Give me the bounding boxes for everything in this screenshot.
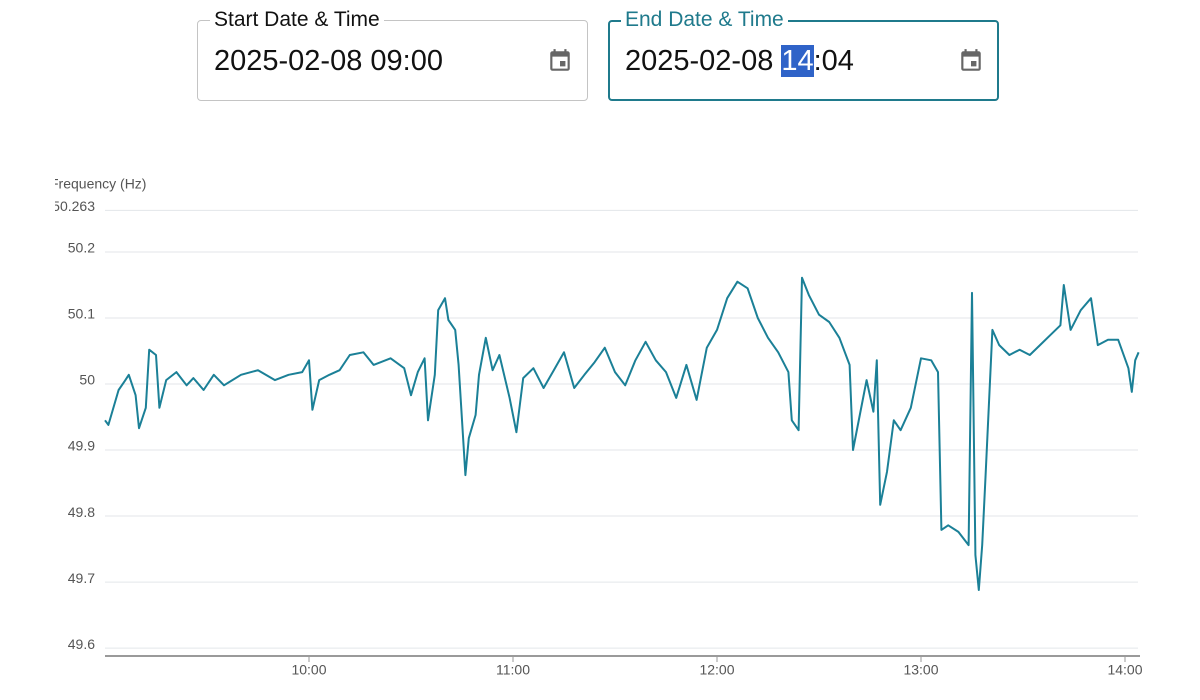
y-tick-label: 49.9 bbox=[68, 438, 95, 454]
y-tick-label: 49.6 bbox=[68, 636, 95, 652]
y-tick-label: 49.8 bbox=[68, 504, 95, 520]
x-tick-label: 12:00 bbox=[699, 662, 734, 678]
y-axis-label: Frequency (Hz) bbox=[50, 176, 146, 192]
y-tick-label: 50.1 bbox=[68, 306, 95, 322]
end-value-part: 2025-02-08 bbox=[625, 45, 774, 77]
end-value-part: 14 bbox=[781, 45, 814, 77]
calendar-icon[interactable] bbox=[547, 47, 573, 75]
start-input[interactable]: Start Date & Time 2025-02-08 09:00 bbox=[197, 9, 588, 101]
x-tick-label: 13:00 bbox=[903, 662, 938, 678]
start-label: Start Date & Time bbox=[210, 9, 384, 31]
x-tick-label: 14:00 bbox=[1107, 662, 1142, 678]
end-value-part: :04 bbox=[813, 45, 854, 77]
y-tick-label: 50.2 bbox=[68, 240, 95, 256]
x-tick-label: 10:00 bbox=[291, 662, 326, 678]
start-value: 2025-02-08 09:00 bbox=[214, 45, 443, 77]
line-series bbox=[104, 276, 1140, 591]
x-tick-label: 11:00 bbox=[496, 662, 530, 678]
y-tick-label: 50.263 bbox=[52, 198, 95, 214]
y-tick-label: 50 bbox=[79, 372, 95, 388]
end-value: 2025-02-08 14:04 bbox=[625, 43, 854, 79]
end-input[interactable]: End Date & Time 2025-02-08 14:04 bbox=[608, 9, 999, 101]
end-label: End Date & Time bbox=[621, 9, 788, 31]
y-tick-label: 49.7 bbox=[68, 570, 95, 586]
calendar-icon[interactable] bbox=[958, 47, 984, 75]
